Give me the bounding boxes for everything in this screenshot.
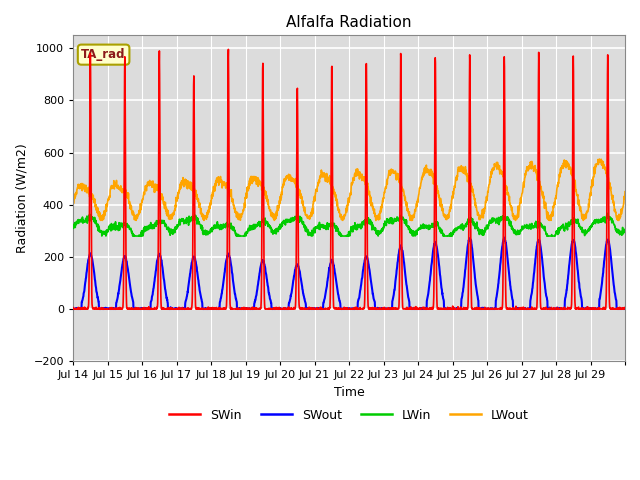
LWout — [69, 200, 77, 205]
Title: Alfalfa Radiation: Alfalfa Radiation — [286, 15, 412, 30]
LWout — [614, 216, 621, 221]
SWout — [382, 306, 390, 312]
SWin — [614, 306, 621, 312]
LWin — [383, 223, 390, 228]
LWout — [547, 217, 554, 223]
LWout — [383, 185, 390, 191]
LWin — [604, 210, 611, 216]
SWin — [516, 305, 524, 311]
LWout — [596, 156, 604, 162]
LWin — [244, 230, 252, 236]
SWin — [125, 306, 132, 312]
SWout — [500, 235, 508, 240]
SWout — [124, 269, 132, 275]
Text: TA_rad: TA_rad — [81, 48, 126, 61]
LWin — [614, 229, 621, 235]
Line: LWin: LWin — [73, 213, 625, 236]
LWout — [125, 191, 132, 196]
SWout — [243, 306, 251, 312]
LWout — [244, 189, 252, 194]
LWin — [69, 226, 77, 231]
Legend: SWin, SWout, LWin, LWout: SWin, SWout, LWin, LWout — [164, 404, 534, 427]
SWout — [547, 306, 554, 312]
SWin — [621, 305, 629, 311]
LWout — [515, 207, 523, 213]
SWin — [547, 306, 554, 312]
SWin — [69, 305, 77, 311]
SWout — [614, 306, 621, 312]
SWout — [515, 306, 523, 312]
SWout — [621, 306, 629, 312]
LWin — [515, 228, 523, 234]
LWin — [547, 233, 554, 239]
Y-axis label: Radiation (W/m2): Radiation (W/m2) — [15, 144, 28, 253]
SWin — [225, 47, 232, 52]
SWin — [244, 306, 252, 312]
LWout — [97, 217, 104, 223]
LWin — [125, 224, 132, 229]
SWout — [69, 306, 77, 312]
LWin — [98, 233, 106, 239]
Line: LWout: LWout — [73, 159, 625, 220]
Line: SWout: SWout — [73, 238, 625, 309]
Line: SWin: SWin — [73, 49, 625, 309]
LWout — [621, 189, 629, 194]
SWin — [70, 306, 77, 312]
X-axis label: Time: Time — [333, 386, 364, 399]
LWin — [621, 227, 629, 232]
SWin — [383, 306, 390, 312]
